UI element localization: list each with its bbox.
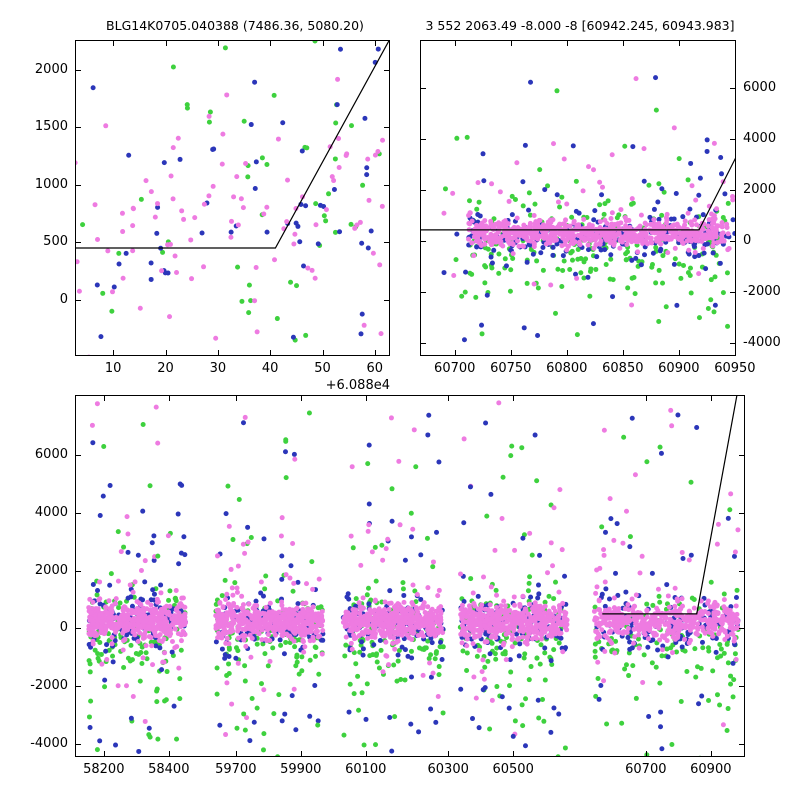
tick-label: 60850 [602,361,644,376]
tick-label: 59900 [280,762,322,777]
tick-label: 58400 [148,762,190,777]
tick-label: 1000 [34,176,68,192]
tick-label: 10 [104,361,122,376]
chart-title-right: 3 552 2063.49 -8.000 -8 [60942.245, 6094… [425,18,735,33]
tick-label: 60500 [492,762,534,777]
scatter-canvas-bottom [75,395,745,757]
tick-label: 60700 [434,361,476,376]
tick-label: 60300 [427,762,469,777]
tick-label: 30 [209,361,227,376]
tick-label: 60900 [658,361,700,376]
tick-label: 58200 [83,762,125,777]
tick-label: 2000 [34,562,68,578]
plot-top-right [420,40,736,356]
tick-label: 500 [43,234,68,250]
tick-label: 60750 [490,361,532,376]
tick-label: -2000 [30,678,68,694]
scatter-canvas-top-right [420,40,736,356]
tick-label: 4000 [34,504,68,520]
tick-label: 0 [743,233,752,249]
tick-label: 0 [59,291,68,307]
tick-label: 6000 [743,80,777,96]
tick-label: 59700 [215,762,257,777]
tick-label: 60950 [714,361,756,376]
chart-title-left: BLG14K0705.040388 (7486.36, 5080.20) [106,18,364,33]
plot-bottom [75,395,745,757]
tick-label: -2000 [743,284,781,300]
tick-label: 4000 [743,131,777,147]
tick-label: 60 [366,361,384,376]
tick-label: +6.088e4 [325,378,390,393]
tick-label: -4000 [743,335,781,351]
tick-label: 20 [157,361,174,376]
plot-top-left [75,40,390,356]
tick-label: 60700 [625,762,667,777]
tick-label: 60900 [690,762,732,777]
tick-label: -4000 [30,735,68,751]
scatter-canvas-top-left [75,40,390,356]
tick-label: 0 [59,620,68,636]
tick-label: 40 [261,361,279,376]
tick-label: 60800 [546,361,588,376]
tick-label: 60100 [345,762,387,777]
tick-label: 1500 [34,119,68,135]
tick-label: 50 [314,361,331,376]
tick-label: 2000 [34,61,68,77]
tick-label: 6000 [34,446,68,462]
tick-label: 2000 [743,182,777,198]
